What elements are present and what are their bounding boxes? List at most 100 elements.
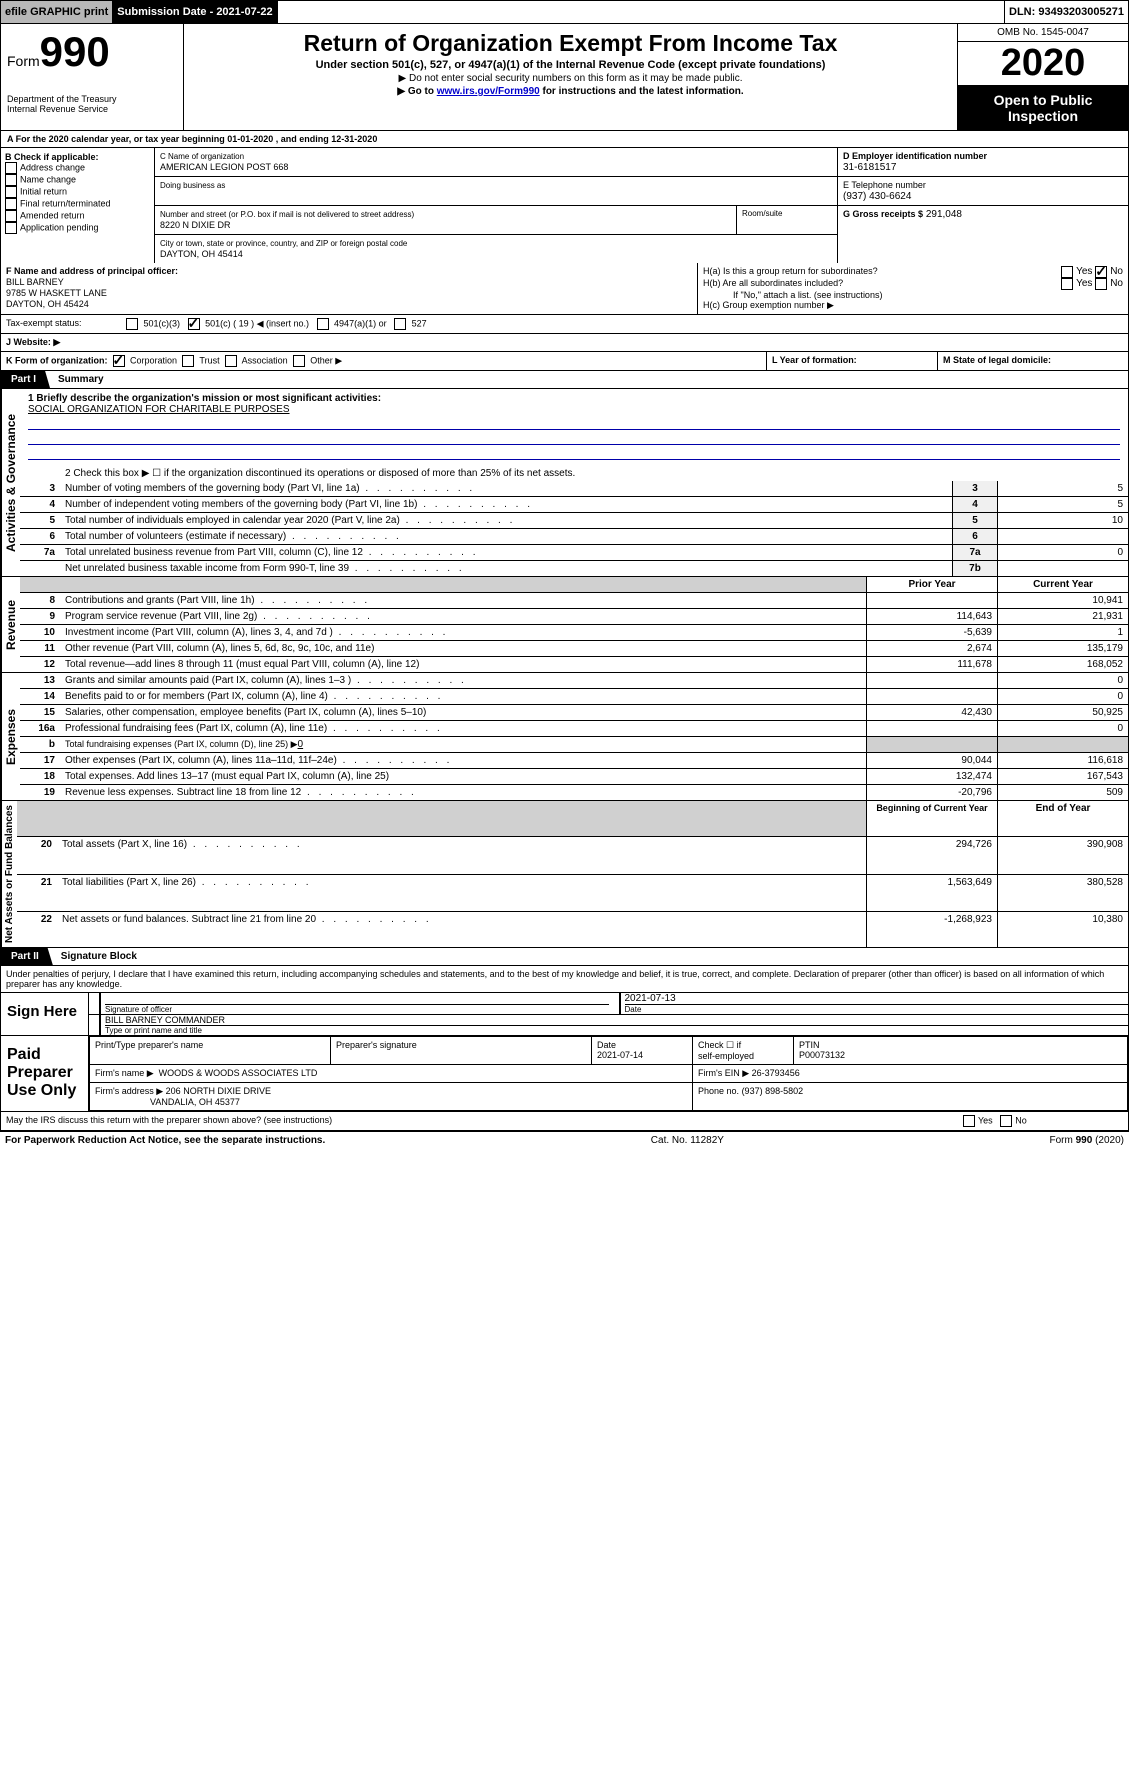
line16a: Professional fundraising fees (Part IX, … [60,721,867,737]
form-subtitle: Under section 501(c), 527, or 4947(a)(1)… [192,59,949,71]
cb-other[interactable] [293,355,305,367]
checkbox-initial[interactable] [5,186,17,198]
cb-501c[interactable] [188,318,200,330]
checkbox-amended[interactable] [5,210,17,222]
officer-name-label: Type or print name and title [105,1025,1128,1035]
irs-link[interactable]: www.irs.gov/Form990 [437,86,540,97]
ha-yes[interactable] [1061,266,1073,278]
discuss-no[interactable] [1000,1115,1012,1127]
box-b: B Check if applicable: Address change Na… [1,148,155,263]
line21: Total liabilities (Part X, line 26) [57,874,867,911]
h-b-note: If "No," attach a list. (see instruction… [703,290,1123,300]
val6 [998,529,1129,545]
paid-preparer-block: Paid Preparer Use Only Print/Type prepar… [1,1036,1128,1112]
h-c-label: H(c) Group exemption number ▶ [703,300,1123,311]
firm-addr1: 206 NORTH DIXIE DRIVE [166,1086,271,1096]
line5: Total number of individuals employed in … [60,513,953,529]
penalty-statement: Under penalties of perjury, I declare th… [1,966,1128,993]
line20: Total assets (Part X, line 16) [57,837,867,874]
hdr-prior: Prior Year [867,577,998,593]
line13: Grants and similar amounts paid (Part IX… [60,673,867,689]
line12: Total revenue—add lines 8 through 11 (mu… [60,657,867,673]
prep-name-hdr: Print/Type preparer's name [90,1037,331,1065]
section-revenue: Revenue Prior YearCurrent Year 8Contribu… [1,577,1128,673]
discuss-question: May the IRS discuss this return with the… [1,1112,958,1130]
box-m: M State of legal domicile: [943,355,1051,365]
checkbox-final[interactable] [5,198,17,210]
part2-title: Signature Block [53,948,145,965]
line10: Investment income (Part VIII, column (A)… [60,625,867,641]
cat-no: Cat. No. 11282Y [651,1135,724,1146]
ein-value: 31-6181517 [843,162,896,173]
firm-phone: (937) 898-5802 [742,1086,804,1096]
box-f-label: F Name and address of principal officer: [6,266,178,276]
open-public-badge: Open to Public Inspection [958,86,1128,130]
val7b [998,561,1129,577]
cb-4947[interactable] [317,318,329,330]
officer-addr1: 9785 W HASKETT LANE [6,288,107,298]
tax-period: A For the 2020 calendar year, or tax yea… [1,131,1128,148]
hb-no[interactable] [1095,278,1107,290]
form-number: Form990 [7,28,177,76]
taxexempt-label: Tax-exempt status: [1,315,121,333]
sig-date-label: Date [625,1004,1129,1014]
cb-trust[interactable] [182,355,194,367]
sidebar-expenses: Expenses [1,673,20,800]
gross-receipts: 291,048 [926,209,962,220]
ssn-note: ▶ Do not enter social security numbers o… [194,73,947,84]
cb-527[interactable] [394,318,406,330]
line3: Number of voting members of the governin… [60,481,953,497]
box-k-label: K Form of organization: [6,355,108,365]
org-name: AMERICAN LEGION POST 668 [160,162,288,172]
omb-number: OMB No. 1545-0047 [958,24,1128,42]
sig-date: 2021-07-13 [625,993,1129,1004]
mission-text: SOCIAL ORGANIZATION FOR CHARITABLE PURPO… [28,404,290,415]
prep-sig-hdr: Preparer's signature [331,1037,592,1065]
sig-officer-label: Signature of officer [105,1004,609,1014]
val3: 5 [998,481,1129,497]
line1-label: 1 Briefly describe the organization's mi… [28,393,381,404]
efile-label[interactable]: efile GRAPHIC print [1,1,113,23]
ha-no[interactable] [1095,266,1107,278]
sidebar-netassets: Net Assets or Fund Balances [1,801,17,947]
irs-label: Internal Revenue Service [7,104,177,114]
paid-prep-label: Paid Preparer Use Only [1,1036,89,1111]
discuss-yes[interactable] [963,1115,975,1127]
line19: Revenue less expenses. Subtract line 18 … [60,785,867,801]
goto-note: ▶ Go to www.irs.gov/Form990 for instruct… [194,86,947,97]
box-j-website: J Website: ▶ [6,337,60,347]
line6: Total number of volunteers (estimate if … [60,529,953,545]
room-suite: Room/suite [737,206,837,234]
box-b-label: B Check if applicable: [5,152,99,162]
box-e: E Telephone number (937) 430-6624 [838,177,1128,206]
hdr-begin: Beginning of Current Year [867,801,998,837]
hb-yes[interactable] [1061,278,1073,290]
checkbox-name-change[interactable] [5,174,17,186]
preparer-table: Print/Type preparer's name Preparer's si… [89,1036,1128,1111]
officer-name: BILL BARNEY [6,277,64,287]
hdr-end: End of Year [998,801,1129,837]
row-tax-exempt: Tax-exempt status: 501(c)(3) 501(c) ( 19… [1,315,1128,334]
section-expenses: Expenses 13Grants and similar amounts pa… [1,673,1128,801]
line11: Other revenue (Part VIII, column (A), li… [60,641,867,657]
line4: Number of independent voting members of … [60,497,953,513]
section-netassets: Net Assets or Fund Balances Beginning of… [1,801,1128,948]
hdr-current: Current Year [998,577,1129,593]
line16b: Total fundraising expenses (Part IX, col… [60,737,867,753]
form-header: Form990 Department of the Treasury Inter… [1,24,1128,131]
cb-assoc[interactable] [225,355,237,367]
checkbox-pending[interactable] [5,222,17,234]
cb-corp[interactable] [113,355,125,367]
phone-value: (937) 430-6624 [843,191,911,202]
discuss-row: May the IRS discuss this return with the… [1,1112,1128,1131]
line17: Other expenses (Part IX, column (A), lin… [60,753,867,769]
line15: Salaries, other compensation, employee b… [60,705,867,721]
cb-501c3[interactable] [126,318,138,330]
section-activities: Activities & Governance 1 Briefly descri… [1,389,1128,577]
checkbox-addr-change[interactable] [5,162,17,174]
val4: 5 [998,497,1129,513]
row-f-h: F Name and address of principal officer:… [1,263,1128,315]
box-g: G Gross receipts $ 291,048 [838,206,1128,223]
part1-tab: Part I [1,371,50,388]
line7a: Total unrelated business revenue from Pa… [60,545,953,561]
